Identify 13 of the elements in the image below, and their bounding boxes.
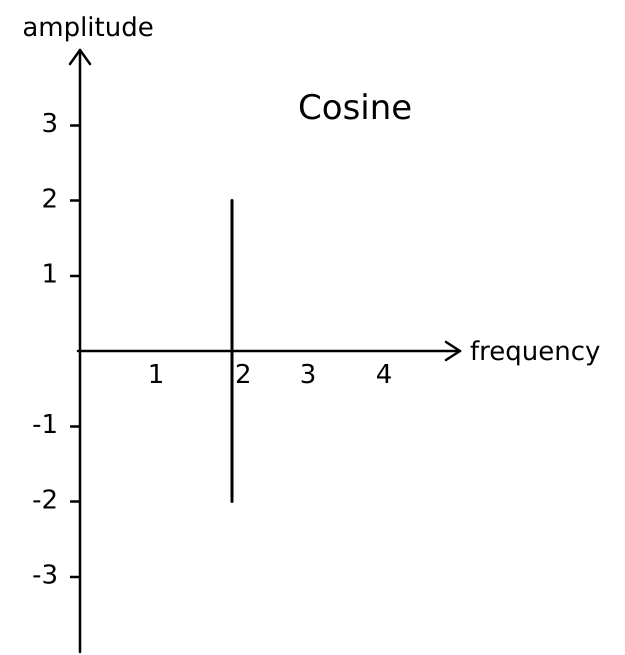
y-tick-label: 3: [41, 109, 58, 139]
x-axis-title: frequency: [470, 337, 600, 367]
x-tick-label: 3: [300, 360, 316, 390]
x-tick-label: 1: [148, 360, 164, 390]
y-tick-label: 1: [41, 260, 58, 290]
x-tick-label: 4: [376, 360, 392, 390]
text: Cosine: [298, 88, 412, 128]
x-tick-label: 2: [235, 360, 252, 390]
y-tick-label: -3: [32, 560, 58, 590]
y-tick-label: -2: [32, 485, 58, 516]
y-axis-title: amplitude: [22, 13, 154, 43]
y-tick-label: 2: [41, 184, 58, 214]
y-tick-label: -1: [32, 410, 58, 440]
